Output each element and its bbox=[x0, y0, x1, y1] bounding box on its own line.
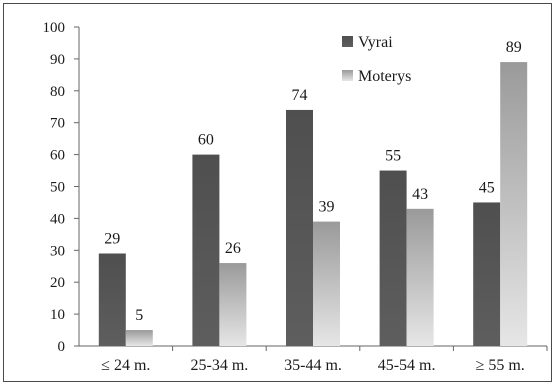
bar-vyrai bbox=[192, 154, 220, 346]
bar-moterys bbox=[125, 330, 153, 346]
data-label: 29 bbox=[104, 230, 120, 247]
data-label: 74 bbox=[292, 87, 308, 104]
x-category-label: 25-34 m. bbox=[191, 357, 249, 374]
data-label: 89 bbox=[506, 39, 522, 56]
bar-vyrai bbox=[286, 109, 313, 346]
bar-moterys bbox=[219, 263, 247, 346]
bar-vyrai bbox=[473, 202, 501, 346]
y-tick-label: 10 bbox=[50, 307, 65, 323]
data-labels: 29 5 60 26 74 39 55 43 45 89 bbox=[104, 39, 521, 324]
data-label: 45 bbox=[479, 179, 495, 196]
bar-moterys bbox=[500, 62, 528, 347]
data-label: 60 bbox=[198, 132, 214, 149]
legend-label: Moterys bbox=[358, 68, 411, 85]
y-tick-label: 60 bbox=[50, 148, 65, 164]
legend-label: Vyrai bbox=[358, 34, 393, 51]
x-category-label: 35-44 m. bbox=[284, 357, 342, 374]
data-label: 5 bbox=[135, 307, 143, 324]
y-tick-label: 100 bbox=[43, 20, 66, 36]
x-category-label: 45-54 m. bbox=[378, 357, 436, 374]
data-label: 55 bbox=[385, 148, 401, 165]
legend-swatch-vyrai bbox=[342, 36, 353, 47]
y-tick-label: 90 bbox=[50, 52, 65, 68]
chart-frame bbox=[3, 3, 552, 382]
legend: Vyrai Moterys bbox=[342, 34, 411, 85]
legend-swatch-moterys bbox=[342, 70, 353, 81]
y-tick-label: 40 bbox=[50, 211, 65, 227]
bar-vyrai bbox=[98, 253, 126, 346]
bar-vyrai bbox=[379, 170, 407, 346]
x-category-label: ≤ 24 m. bbox=[101, 357, 150, 374]
y-tick-label: 50 bbox=[50, 180, 65, 196]
y-tick-label: 80 bbox=[50, 84, 65, 100]
bars bbox=[98, 62, 528, 347]
bar-moterys bbox=[406, 208, 434, 346]
data-label: 43 bbox=[412, 186, 428, 203]
y-tick-label: 0 bbox=[58, 339, 66, 355]
y-tick-label: 30 bbox=[50, 243, 65, 259]
axes: 0 10 20 30 40 50 60 70 80 90 100 ≤ 24 m. 25-34 m. 35-… bbox=[43, 20, 548, 374]
data-label: 39 bbox=[319, 199, 335, 216]
data-label: 26 bbox=[225, 240, 241, 257]
x-category-label: ≥ 55 m. bbox=[476, 357, 525, 374]
y-tick-label: 70 bbox=[50, 116, 65, 132]
y-tick-label: 20 bbox=[50, 275, 65, 291]
bar-moterys bbox=[313, 221, 340, 346]
